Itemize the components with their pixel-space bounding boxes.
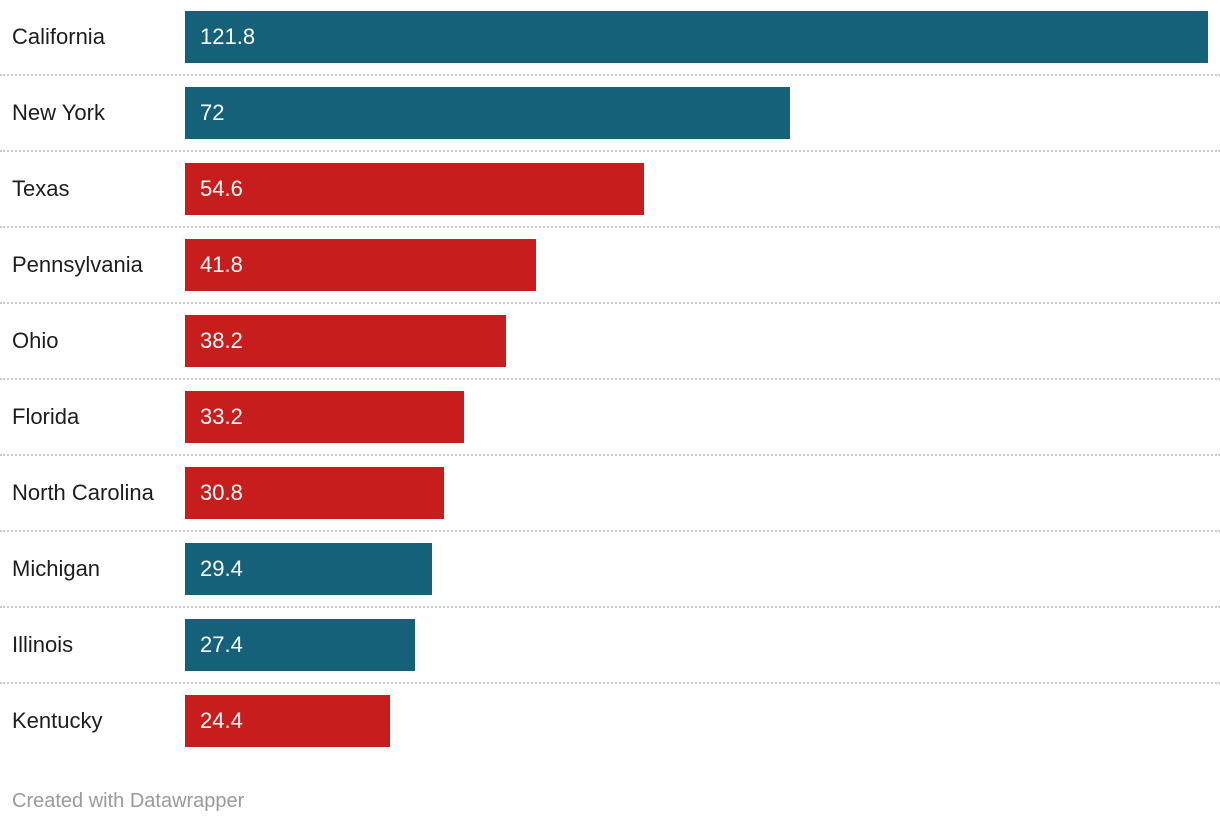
bar-value-label: 29.4	[200, 556, 243, 581]
chart-row: Kentucky 24.4	[0, 684, 1220, 758]
chart-row: Pennsylvania 41.8	[0, 228, 1220, 304]
bar-value-label: 24.4	[200, 708, 243, 733]
bar: 41.8	[185, 239, 537, 291]
bar-track: 38.2	[185, 304, 1220, 378]
bar: 54.6	[185, 163, 644, 215]
category-label: Texas	[12, 176, 70, 201]
chart-row: North Carolina 30.8	[0, 456, 1220, 532]
bar: 38.2	[185, 315, 506, 367]
bar-track: 121.8	[185, 0, 1220, 74]
chart-row: California 121.8	[0, 0, 1220, 76]
bar-value-label: 72	[200, 100, 225, 125]
datawrapper-attribution: Created with Datawrapper	[12, 790, 245, 812]
category-label: Kentucky	[12, 708, 103, 733]
category-label: New York	[12, 100, 105, 125]
chart-row: Ohio 38.2	[0, 304, 1220, 380]
bar-track: 30.8	[185, 456, 1220, 530]
category-label: Pennsylvania	[12, 252, 143, 277]
bar: 29.4	[185, 543, 432, 595]
category-label: North Carolina	[12, 480, 154, 505]
bar-track: 41.8	[185, 228, 1220, 302]
bar: 24.4	[185, 695, 390, 747]
bar: 30.8	[185, 467, 444, 519]
bar-value-label: 54.6	[200, 176, 243, 201]
category-label: Illinois	[12, 632, 74, 657]
bar-value-label: 30.8	[200, 480, 243, 505]
chart-row: Texas 54.6	[0, 152, 1220, 228]
bar-value-label: 27.4	[200, 632, 243, 657]
chart-row: New York 72	[0, 76, 1220, 152]
bar: 33.2	[185, 391, 464, 443]
category-label: Ohio	[12, 328, 59, 353]
bar-value-label: 41.8	[200, 252, 243, 277]
bar-value-label: 38.2	[200, 328, 243, 353]
category-label: Michigan	[12, 556, 101, 581]
bar-track: 33.2	[185, 380, 1220, 454]
bar-track: 27.4	[185, 608, 1220, 682]
bar-value-label: 33.2	[200, 404, 243, 429]
bar: 121.8	[185, 11, 1208, 63]
chart-row: Florida 33.2	[0, 380, 1220, 456]
bar-track: 29.4	[185, 532, 1220, 606]
bar-track: 24.4	[185, 684, 1220, 758]
chart-row: Michigan 29.4	[0, 532, 1220, 608]
category-label: Florida	[12, 404, 80, 429]
bar-value-label: 121.8	[200, 24, 256, 49]
bar: 27.4	[185, 619, 416, 671]
category-label: California	[12, 24, 105, 49]
bar: 72	[185, 87, 790, 139]
bar-track: 54.6	[185, 152, 1220, 226]
chart-row: Illinois 27.4	[0, 608, 1220, 684]
chart-rows: California 121.8 New York 72 Texas 54.6 …	[0, 0, 1220, 758]
bar-track: 72	[185, 76, 1220, 150]
